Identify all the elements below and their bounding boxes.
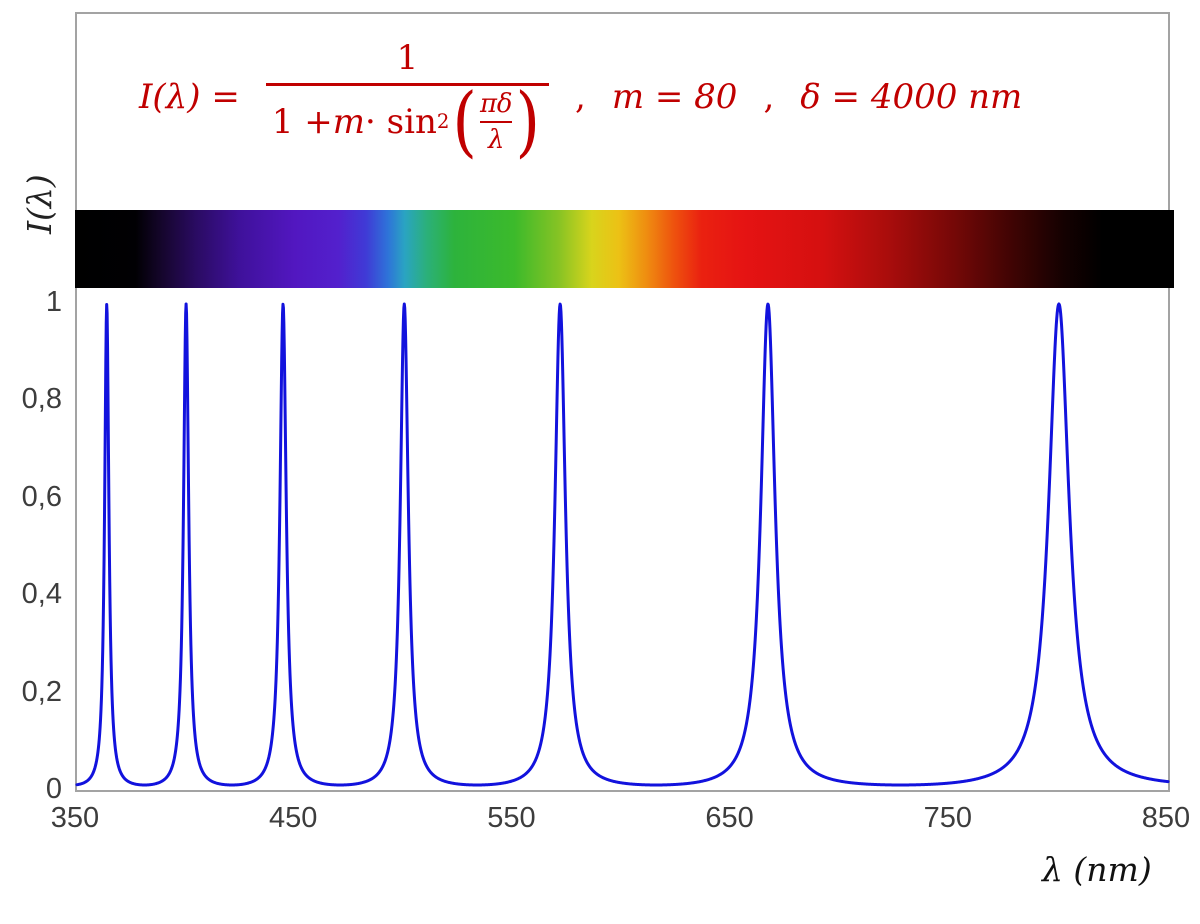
separator-comma-2: , xyxy=(763,76,775,117)
formula: I(λ) = 1 1 + m · sin 2 ( πδ λ ) , m = 80 … xyxy=(139,38,1023,166)
inner-numerator: πδ xyxy=(479,89,513,119)
fraction-numerator: 1 xyxy=(396,38,419,78)
param-m: m = 80 xyxy=(611,76,738,117)
y-tick-label: 0,6 xyxy=(21,480,62,513)
den-text-1: 1 + xyxy=(271,102,333,142)
fraction: 1 1 + m · sin 2 ( πδ λ ) xyxy=(265,38,550,166)
x-tick-label: 850 xyxy=(1141,802,1191,834)
visible-spectrum-bar xyxy=(75,210,1174,288)
den-var-m: m xyxy=(332,102,365,142)
curve-path xyxy=(75,302,1170,787)
inner-fraction-bar xyxy=(479,121,513,123)
x-tick-label: 350 xyxy=(50,802,100,834)
x-tick-label: 450 xyxy=(268,802,318,834)
fraction-denominator: 1 + m · sin 2 ( πδ λ ) xyxy=(271,76,541,166)
inner-denominator: λ xyxy=(488,125,505,155)
separator-comma-1: , xyxy=(575,76,586,117)
y-tick-label: 0,4 xyxy=(21,578,62,611)
y-tick-label: 1 xyxy=(45,286,62,318)
right-paren: ) xyxy=(515,76,541,166)
y-tick-label: 0,8 xyxy=(21,383,62,416)
param-delta: δ = 4000 nm xyxy=(800,76,1023,117)
x-axis-label: λ (nm) xyxy=(1042,850,1152,889)
x-tick-label: 550 xyxy=(487,802,536,834)
plot-area: I(λ) = 1 1 + m · sin 2 ( πδ λ ) , m = 80 … xyxy=(75,12,1174,792)
x-tick-label: 650 xyxy=(705,802,754,834)
x-tick-label: 750 xyxy=(923,802,972,834)
formula-lhs: I(λ) = xyxy=(139,76,240,117)
den-text-2: · sin xyxy=(365,102,437,142)
y-tick-label: 0 xyxy=(45,773,62,805)
fraction-bar xyxy=(265,83,550,86)
intensity-curve xyxy=(75,302,1170,787)
left-paren: ( xyxy=(452,76,477,166)
y-axis-label: I(λ) xyxy=(20,174,59,234)
y-tick-label: 0,2 xyxy=(21,675,62,708)
inner-fraction: πδ λ xyxy=(479,89,513,155)
